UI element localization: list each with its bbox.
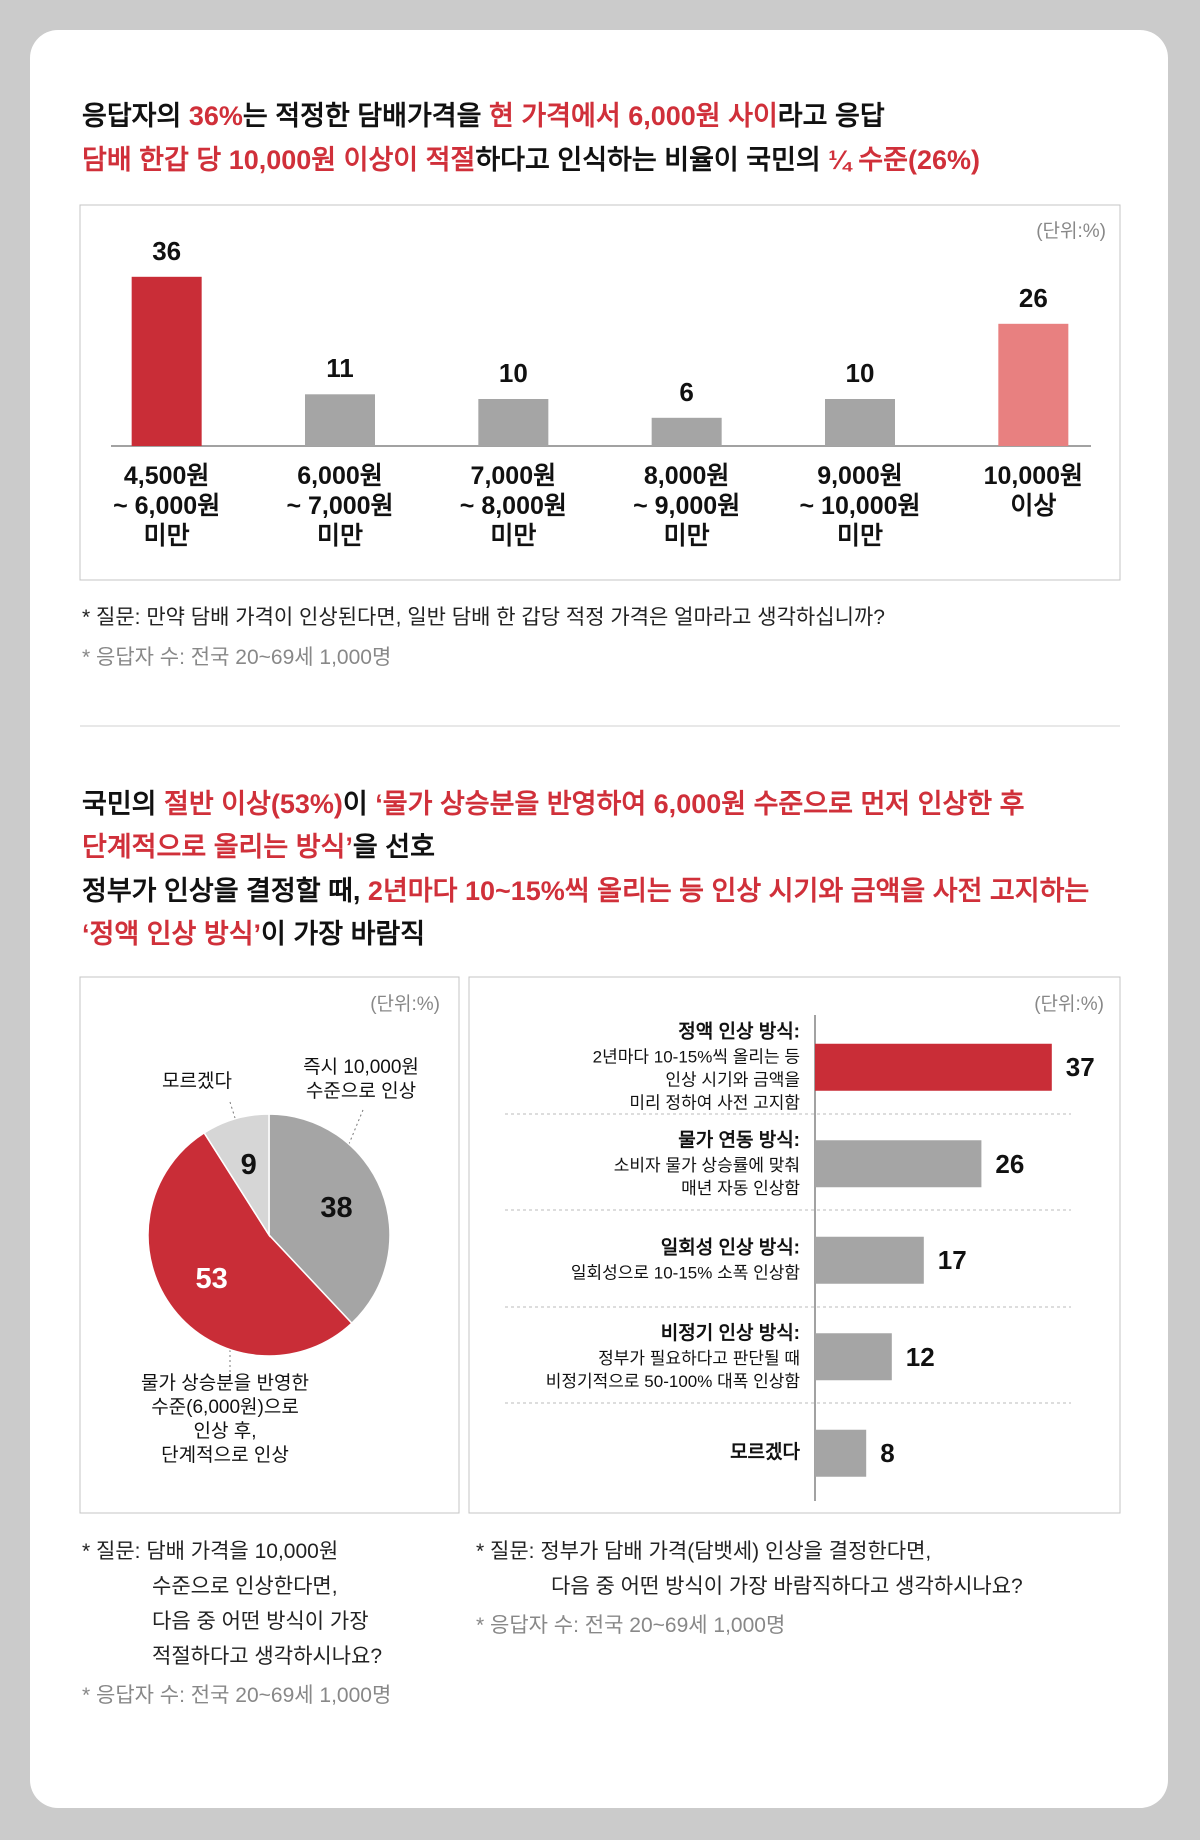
category-title: 모르겠다 xyxy=(730,1442,800,1464)
category-description: 일회성으로 10-15% 소폭 인상함 xyxy=(570,1263,800,1283)
pie-chart-frame xyxy=(79,976,460,1514)
note-question: * 질문: 만약 담배 가격이 인상된다면, 일반 담배 한 갑당 적정 가격은… xyxy=(82,605,885,629)
x-tick-label: 10,000원 이상 xyxy=(983,462,1084,520)
category-title: 일회성 인상 방식: xyxy=(660,1237,800,1259)
value-label: 38 xyxy=(320,1192,353,1225)
note-respondents: * 응답자 수: 전국 20~69세 1,000명 xyxy=(82,645,392,669)
category-block: 일회성 인상 방식: 일회성으로 10-15% 소폭 인상함 xyxy=(571,1236,800,1285)
note-question: * 질문: 정부가 담배 가격(담뱃세) 인상을 결정한다면, xyxy=(476,1539,932,1563)
headline-segment: 2년마다 10~15%씩 올리는 등 인상 시기와 금액을 사전 고지하는 xyxy=(367,876,1090,907)
value-label: 6 xyxy=(679,376,694,407)
value-label: 10 xyxy=(498,357,528,388)
bar xyxy=(131,276,202,446)
note-question: 다음 중 어떤 방식이 가장 xyxy=(152,1609,369,1633)
x-tick-label: 4,500원 ~ 6,000원 미만 xyxy=(113,462,221,550)
headline-line: 응답자의 36%는 적정한 담배가격을 현 가격에서 6,000원 사이라고 응… xyxy=(82,100,885,134)
headline-segment: ‘물가 상승분을 반영하여 6,000원 수준으로 먼저 인상한 후 xyxy=(375,789,1025,820)
slice-label: 즉시 10,000원 수준으로 인상 xyxy=(303,1057,419,1102)
pie-slice xyxy=(268,1113,391,1325)
category-title: 비정기 인상 방식: xyxy=(660,1322,800,1344)
category-block: 물가 연동 방식: 소비자 물가 상승률에 맞춰 매년 자동 인상함 xyxy=(614,1128,800,1200)
headline-line: 담배 한갑 당 10,000원 이상이 적절하다고 인식하는 비율이 국민의 ¼… xyxy=(82,144,980,178)
pie-slice xyxy=(203,1113,270,1238)
unit-label: (단위:%) xyxy=(1036,221,1106,243)
category-title: 물가 연동 방식: xyxy=(678,1129,800,1151)
headline-segment: 36% xyxy=(188,101,243,132)
category-description: 2년마다 10-15%씩 올리는 등 인상 시기와 금액을 미리 정하여 사전 … xyxy=(592,1047,800,1113)
bar xyxy=(815,1333,892,1381)
headline-segment: 정부가 인상을 결정할 때, xyxy=(82,876,368,907)
x-tick-label: 9,000원 ~ 10,000원 미만 xyxy=(799,462,921,550)
unit-label: (단위:%) xyxy=(370,994,440,1016)
value-label: 36 xyxy=(152,235,182,266)
value-label: 26 xyxy=(1018,282,1048,313)
note-question: 수준으로 인상한다면, xyxy=(152,1574,338,1598)
value-label: 37 xyxy=(1065,1052,1095,1082)
bar xyxy=(815,1140,982,1188)
bar xyxy=(815,1429,867,1477)
value-label: 17 xyxy=(937,1245,967,1275)
value-label: 10 xyxy=(845,357,875,388)
category-block: 정액 인상 방식: 2년마다 10-15%씩 올리는 등 인상 시기와 금액을 미… xyxy=(593,1020,800,1115)
note-question: 적절하다고 생각하시나요? xyxy=(152,1644,383,1668)
value-label: 11 xyxy=(326,353,354,384)
headline-line: 단계적으로 올리는 방식’을 선호 xyxy=(82,831,435,865)
headline-segment: 이 xyxy=(342,789,376,820)
category-description: 정부가 필요하다고 판단될 때 비정기적으로 50-100% 대폭 인상함 xyxy=(545,1348,800,1391)
headline-segment: 라고 응답 xyxy=(777,101,885,132)
bar xyxy=(305,394,375,446)
x-tick-label: 6,000원 ~ 7,000원 미만 xyxy=(286,462,394,550)
headline-segment: 는 적정한 담배가격을 xyxy=(242,101,489,132)
headline-segment: 을 선호 xyxy=(352,832,435,863)
category-block: 모르겠다 xyxy=(730,1440,800,1466)
headline-segment: ¼ 수준(26%) xyxy=(828,145,981,176)
value-label: 12 xyxy=(905,1341,935,1372)
row-separators xyxy=(505,1113,1071,1404)
headline-line: 국민의 절반 이상(53%)이 ‘물가 상승분을 반영하여 6,000원 수준으… xyxy=(82,788,1024,822)
headline-segment: 절반 이상(53%) xyxy=(164,789,343,820)
category-title: 정액 인상 방식: xyxy=(678,1021,800,1043)
headline-segment: 국민의 xyxy=(82,789,165,820)
slice-label: 모르겠다 xyxy=(162,1071,232,1092)
bar xyxy=(478,399,549,446)
bar-chart-frame xyxy=(79,204,1121,581)
bar xyxy=(998,323,1069,446)
bar xyxy=(815,1043,1052,1091)
value-label: 8 xyxy=(880,1438,895,1468)
category-description: 소비자 물가 상승률에 맞춰 매년 자동 인상함 xyxy=(613,1155,800,1198)
value-label: 53 xyxy=(195,1263,228,1296)
unit-label: (단위:%) xyxy=(1034,994,1104,1016)
headline-segment: ‘정액 인상 방식’ xyxy=(82,919,262,950)
note-question: * 질문: 담배 가격을 10,000원 xyxy=(82,1539,339,1563)
value-label: 9 xyxy=(240,1149,257,1182)
headline-line: 정부가 인상을 결정할 때, 2년마다 10~15%씩 올리는 등 인상 시기와… xyxy=(82,875,1089,909)
hbar-chart-frame xyxy=(468,976,1121,1514)
x-tick-label: 7,000원 ~ 8,000원 미만 xyxy=(459,462,567,550)
note-question: 다음 중 어떤 방식이 가장 바람직하다고 생각하시나요? xyxy=(551,1574,1023,1598)
headline-segment: 하다고 인식하는 비율이 국민의 xyxy=(475,145,829,176)
pie-slice xyxy=(147,1131,353,1357)
bar xyxy=(825,399,895,446)
slice-label: 물가 상승분을 반영한 수준(6,000원)으로 인상 후, 단계적으로 인상 xyxy=(141,1373,309,1466)
x-tick-label: 8,000원 ~ 9,000원 미만 xyxy=(633,462,741,550)
headline-line: ‘정액 인상 방식’이 가장 바람직 xyxy=(82,918,425,952)
headline-segment: 담배 한갑 당 10,000원 이상이 적절 xyxy=(82,145,476,176)
category-block: 비정기 인상 방식: 정부가 필요하다고 판단될 때 비정기적으로 50-100%… xyxy=(546,1321,800,1393)
bar xyxy=(651,417,722,446)
headline-segment: 응답자의 xyxy=(82,101,189,132)
note-respondents: * 응답자 수: 전국 20~69세 1,000명 xyxy=(476,1613,786,1637)
headline-segment: 이 가장 바람직 xyxy=(261,919,426,950)
headline-segment: 단계적으로 올리는 방식’ xyxy=(82,832,353,863)
note-respondents: * 응답자 수: 전국 20~69세 1,000명 xyxy=(82,1683,392,1707)
headline-segment: 현 가격에서 6,000원 사이 xyxy=(489,101,778,132)
card xyxy=(30,30,1168,1808)
bar xyxy=(815,1236,924,1284)
value-label: 26 xyxy=(995,1148,1025,1179)
